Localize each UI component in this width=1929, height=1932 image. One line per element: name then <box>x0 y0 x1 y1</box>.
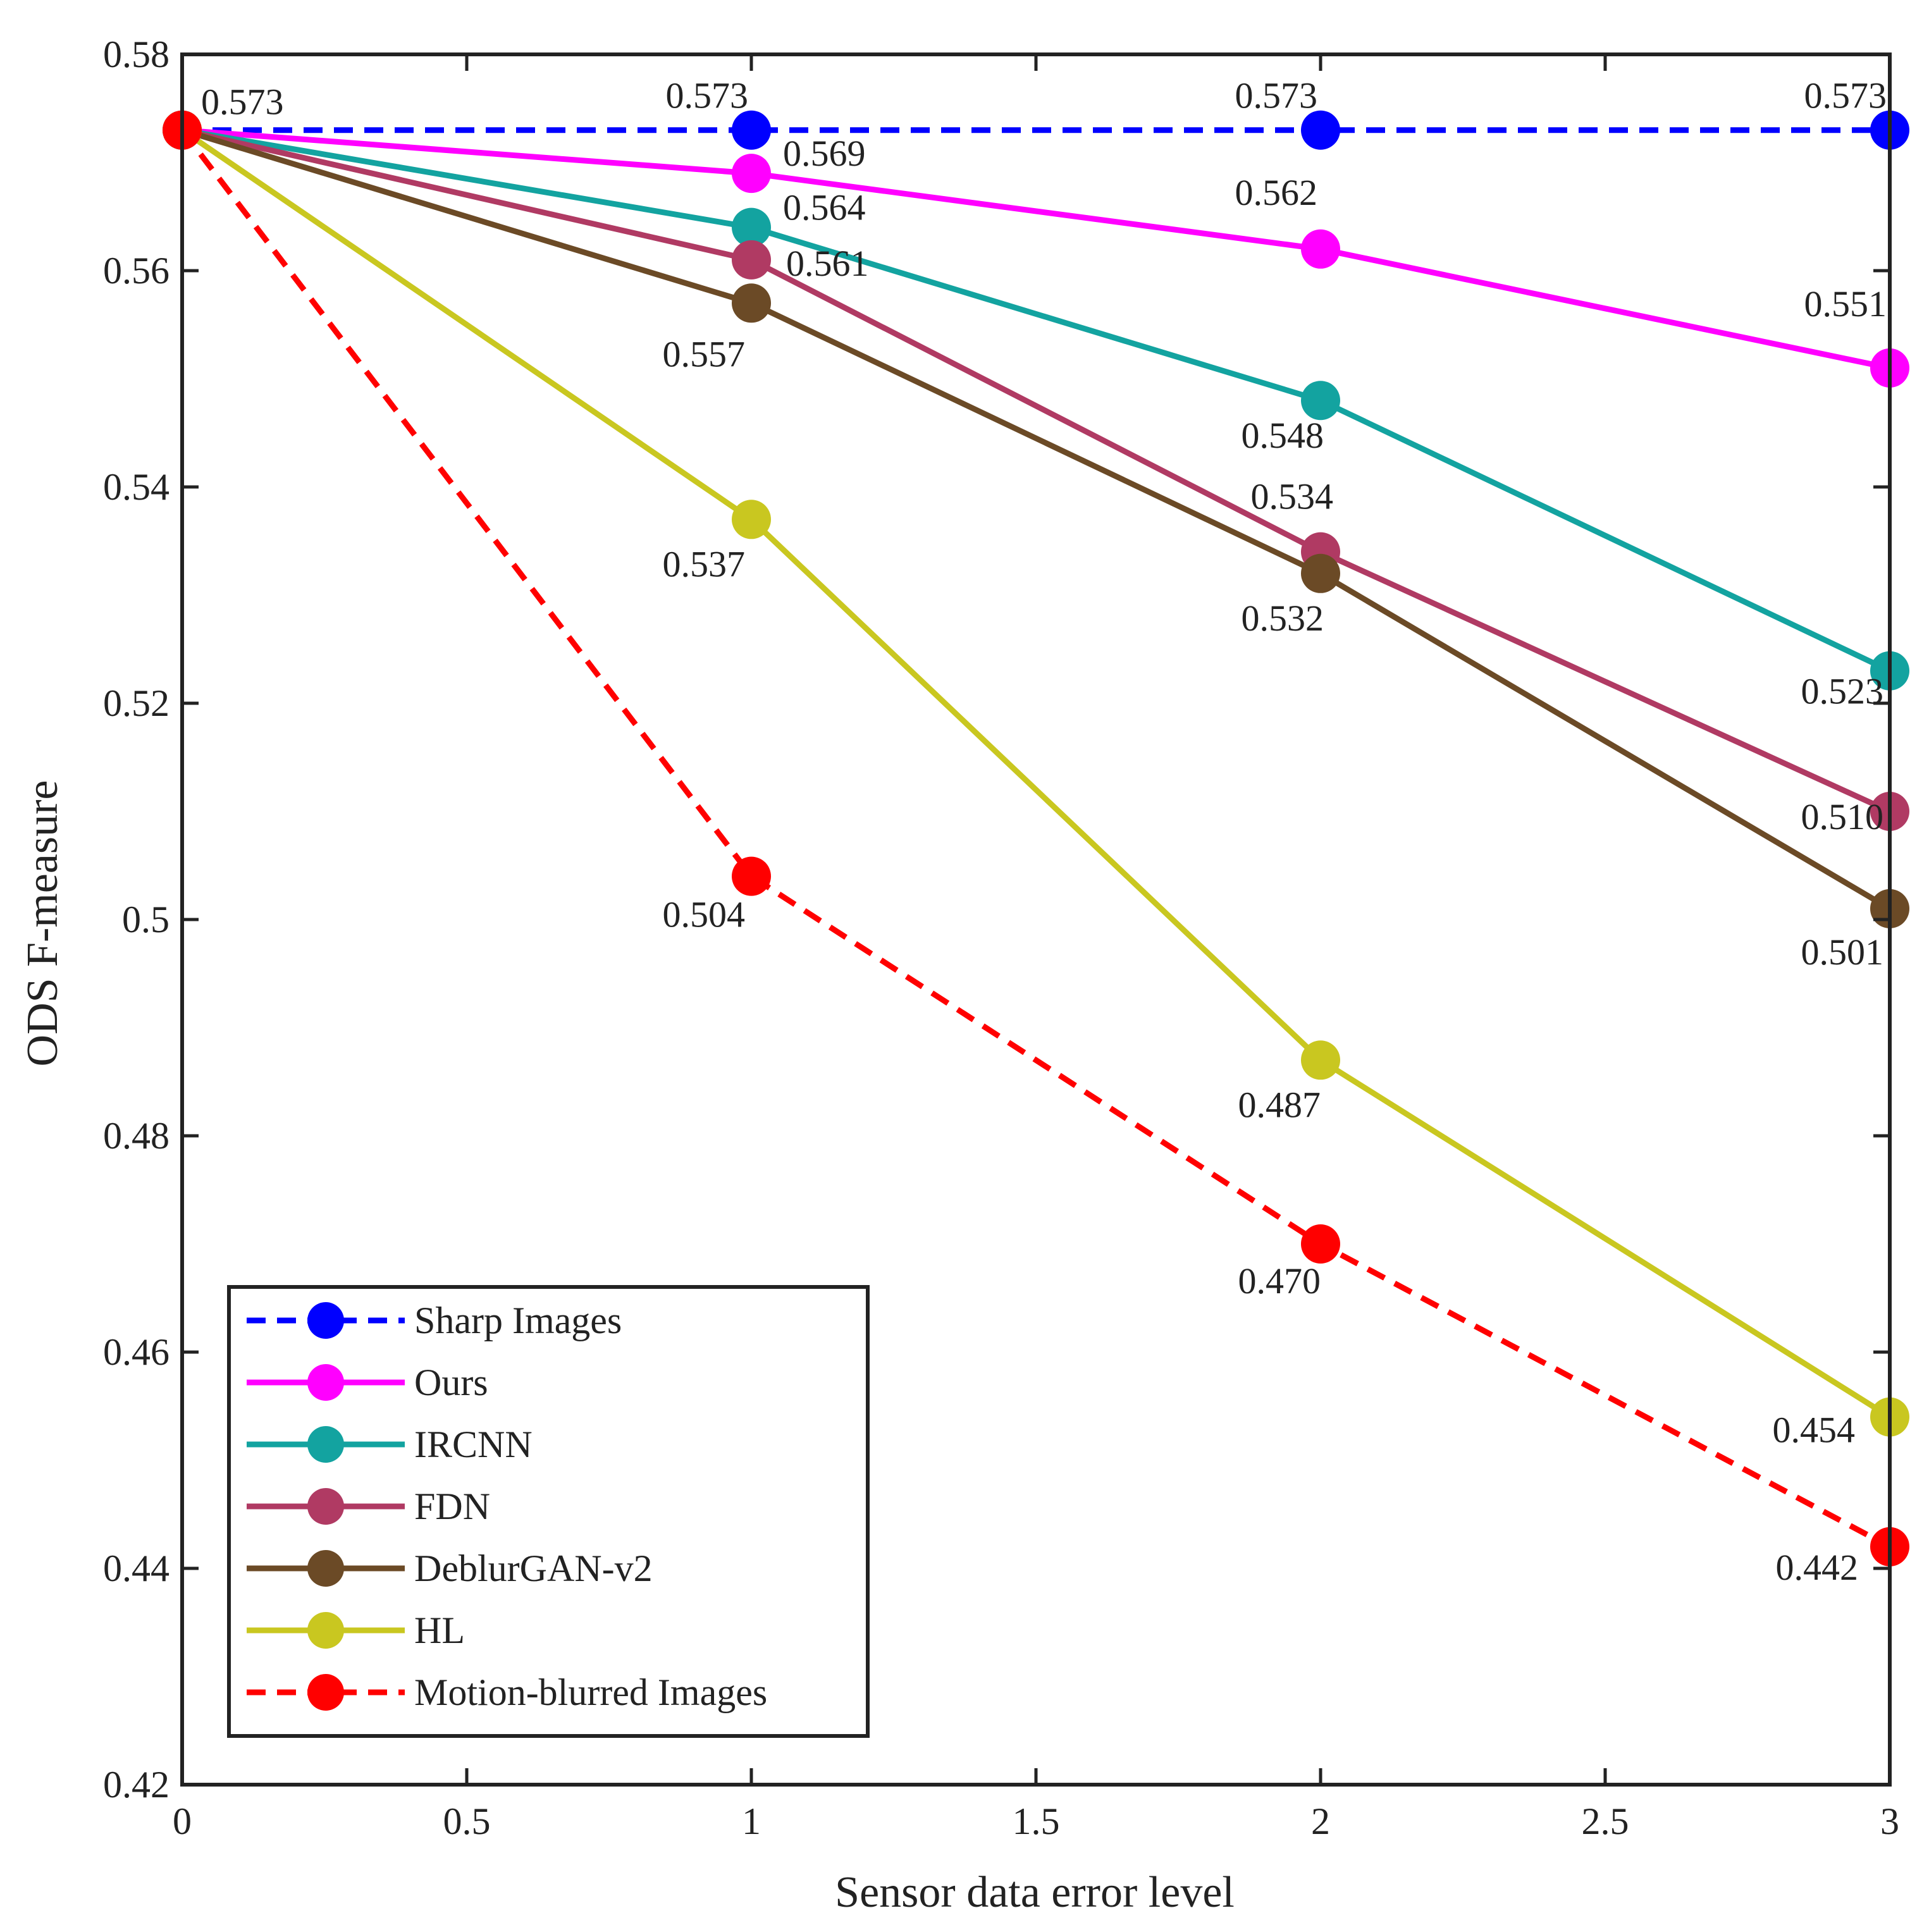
y-tick-label: 0.56 <box>103 250 169 292</box>
legend-marker-motion-blurred-images <box>307 1674 344 1711</box>
data-label-sharp-images: 0.573 <box>1804 75 1887 116</box>
y-tick-label: 0.54 <box>103 466 169 508</box>
series-line-hl <box>180 127 1892 1420</box>
legend: Sharp Images Ours IRCNN FDN DeblurGAN-v2 HL Mo… <box>227 1285 870 1738</box>
data-point-deblurgan-v2 <box>732 283 771 323</box>
data-labels: 0.573 0.573 0.573 0.573 0.569 0.562 0.551 0.564… <box>201 75 1887 1588</box>
data-label-sharp-images: 0.573 <box>666 75 749 116</box>
data-label-sharp-images: 0.573 <box>1235 75 1318 116</box>
legend-label-ircnn: IRCNN <box>414 1424 533 1465</box>
y-tick-label: 0.42 <box>103 1764 169 1806</box>
data-label-ours: 0.562 <box>1235 172 1318 213</box>
series-line-ircnn <box>182 127 1891 674</box>
data-point-fdn <box>732 240 771 280</box>
data-point-sharp-images <box>1301 110 1340 150</box>
legend-entries: Sharp Images Ours IRCNN FDN DeblurGAN-v2 HL Mo… <box>247 1300 767 1713</box>
legend-marker-ircnn <box>307 1426 344 1463</box>
x-tick-label: 2.5 <box>1582 1800 1629 1842</box>
legend-label-motion-blurred-images: Motion-blurred Images <box>414 1671 767 1713</box>
data-point-hl <box>1301 1040 1340 1080</box>
data-point-hl <box>732 500 771 539</box>
x-tick-label: 1 <box>742 1800 761 1842</box>
y-tick-label: 0.44 <box>103 1547 169 1589</box>
data-label-fdn: 0.561 <box>786 243 869 284</box>
data-point-motion-blurred-images <box>1301 1224 1340 1264</box>
legend-marker-hl <box>307 1612 344 1649</box>
y-tick-label: 0.52 <box>103 682 169 724</box>
series-line-motion-blurred-images <box>180 128 1892 1549</box>
legend-label-hl: HL <box>414 1609 465 1651</box>
legend-marker-sharp-images <box>307 1302 344 1339</box>
x-tick-label: 2 <box>1311 1800 1330 1842</box>
data-point-ircnn <box>732 207 771 247</box>
data-label-hl: 0.487 <box>1238 1084 1321 1125</box>
data-label-ircnn: 0.523 <box>1801 671 1884 712</box>
series-line-ours <box>182 127 1890 371</box>
data-label-motion-blurred-images: 0.470 <box>1238 1260 1321 1301</box>
x-tick-label: 0 <box>173 1800 192 1842</box>
x-tick-label: 1.5 <box>1013 1800 1060 1842</box>
tick-labels: 0 0.5 1 1.5 2 2.5 3 0.42 0.44 0.46 0.48 0.5 0.52 0.54… <box>103 34 1899 1842</box>
legend-label-sharp-images: Sharp Images <box>414 1300 622 1341</box>
legend-label-fdn: FDN <box>414 1486 490 1527</box>
legend-label-ours: Ours <box>414 1362 488 1403</box>
data-point-ircnn <box>1301 381 1340 421</box>
plot-lines <box>180 127 1892 1549</box>
data-label-deblurgan-v2: 0.557 <box>663 333 746 374</box>
series-line-fdn <box>181 127 1891 815</box>
y-tick-label: 0.46 <box>103 1331 169 1373</box>
data-label-hl: 0.537 <box>663 543 746 584</box>
data-label-sharp-images: 0.573 <box>201 82 284 123</box>
data-label-fdn: 0.534 <box>1251 476 1334 517</box>
data-label-ircnn: 0.564 <box>783 187 866 228</box>
y-tick-label: 0.58 <box>103 34 169 75</box>
data-point-deblurgan-v2 <box>1301 553 1340 593</box>
legend-label-deblurgan-v2: DeblurGAN-v2 <box>414 1547 653 1589</box>
data-label-hl: 0.454 <box>1773 1410 1856 1451</box>
legend-marker-ours <box>307 1364 344 1401</box>
data-label-ircnn: 0.548 <box>1242 415 1324 456</box>
y-tick-label: 0.48 <box>103 1115 169 1157</box>
series-line-deblurgan-v2 <box>181 127 1892 911</box>
data-label-deblurgan-v2: 0.532 <box>1242 598 1324 639</box>
y-axis-label: ODS F-measure <box>18 780 67 1067</box>
data-point-motion-blurred-images <box>732 856 771 896</box>
data-point-ours <box>732 154 771 194</box>
x-tick-label: 3 <box>1880 1800 1899 1842</box>
data-label-deblurgan-v2: 0.501 <box>1801 932 1884 973</box>
x-axis-label: Sensor data error level <box>835 1868 1235 1917</box>
data-label-motion-blurred-images: 0.442 <box>1776 1547 1859 1588</box>
data-label-ours: 0.551 <box>1804 283 1887 324</box>
data-label-fdn: 0.510 <box>1801 796 1884 837</box>
legend-marker-deblurgan-v2 <box>307 1550 344 1587</box>
axis-ticks <box>180 52 1892 1787</box>
data-point-sharp-images <box>732 110 771 150</box>
x-tick-label: 0.5 <box>443 1800 491 1842</box>
data-label-ours: 0.569 <box>783 133 866 174</box>
data-label-motion-blurred-images: 0.504 <box>663 894 746 935</box>
data-point-ours <box>1301 229 1340 269</box>
y-tick-label: 0.5 <box>122 899 169 940</box>
legend-marker-fdn <box>307 1488 344 1525</box>
